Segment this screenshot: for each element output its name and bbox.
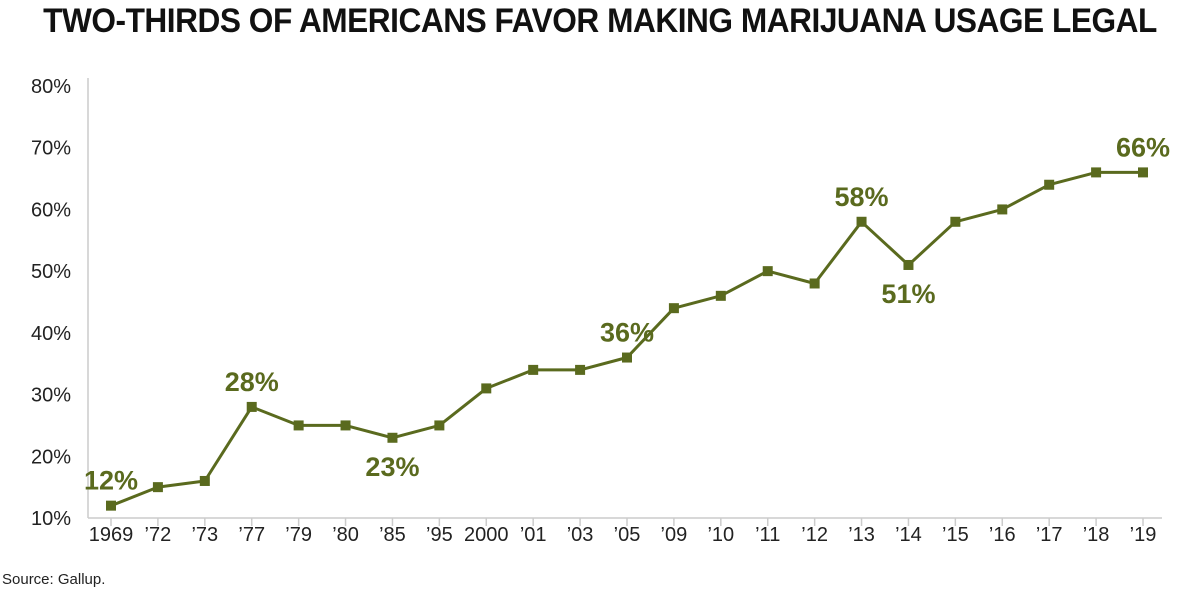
data-point [246,401,257,412]
data-point [809,278,820,289]
x-tick-label: ’95 [426,524,453,546]
data-point [715,290,726,301]
x-tick-label: ’16 [989,524,1016,546]
source-note: Source: Gallup. [2,571,106,588]
data-point [293,420,304,431]
y-tick-label: 20% [31,446,71,468]
x-tick-label: ’18 [1083,524,1110,546]
x-tick-label: 2000 [464,524,509,546]
data-labels: 12% 28% 23% 36% 58% 51% 66% [84,132,1170,495]
data-point [1138,167,1148,178]
data-label: 51% [881,279,935,309]
x-tick-label: ’03 [567,524,594,546]
x-tick-label: ’79 [285,524,312,546]
axes [87,78,1162,519]
y-tick-label: 70% [31,138,71,160]
x-tick-label: ’73 [191,524,218,546]
x-tick-label: ’05 [614,524,641,546]
data-point [481,383,492,394]
y-tick-label: 50% [31,261,71,283]
y-tick-label: 10% [31,508,71,530]
x-tick-label: ’09 [661,524,688,546]
y-axis-ticks: 10% 20% 30% 40% 50% 60% 70% 80% [31,76,71,530]
data-point [950,216,961,227]
data-point [1091,167,1102,178]
data-point [622,352,632,363]
y-tick-label: 60% [31,199,71,221]
x-tick-label: ’15 [942,524,969,546]
data-point [434,420,445,431]
data-label: 36% [600,318,654,348]
x-tick-label: ’19 [1130,524,1157,546]
data-label: 58% [835,182,889,212]
x-tick-label: ’01 [520,524,547,546]
x-tick-label: ’17 [1036,524,1063,546]
data-point [1044,179,1055,190]
x-tick-label: 1969 [89,524,134,546]
chart-title: TWO-THIRDS OF AMERICANS FAVOR MAKING MAR… [43,2,1157,40]
y-tick-label: 80% [31,76,71,98]
data-point [106,500,116,511]
x-tick-label: ’85 [379,524,406,546]
data-point [856,216,867,227]
data-point [152,482,163,493]
x-tick-label: ’11 [755,524,780,546]
x-tick-label: ’12 [801,524,828,546]
x-tick-label: ’72 [145,524,172,546]
y-tick-label: 30% [31,385,71,407]
data-label: 28% [225,367,279,397]
x-tick-label: ’77 [238,524,265,546]
data-label: 66% [1116,132,1170,162]
data-points [106,167,1148,511]
data-point [575,364,586,375]
x-tick-label: ’14 [895,524,922,546]
x-axis-ticks: 1969 ’72 ’73 ’77 ’79 ’80 ’85 ’95 2000 ’01 ’03 ’05 ’0… [89,518,1157,546]
data-point [762,266,773,277]
y-tick-label: 40% [31,323,71,345]
data-point [340,420,351,431]
data-label: 23% [365,452,419,482]
x-tick-label: ’10 [707,524,734,546]
data-point [903,259,914,270]
data-point [668,303,679,314]
x-tick-label: ’13 [848,524,875,546]
data-label: 12% [84,466,138,496]
data-point [528,364,539,375]
data-point [199,475,210,486]
x-tick-label: ’80 [332,524,359,546]
data-point [997,204,1008,215]
data-point [387,432,398,443]
